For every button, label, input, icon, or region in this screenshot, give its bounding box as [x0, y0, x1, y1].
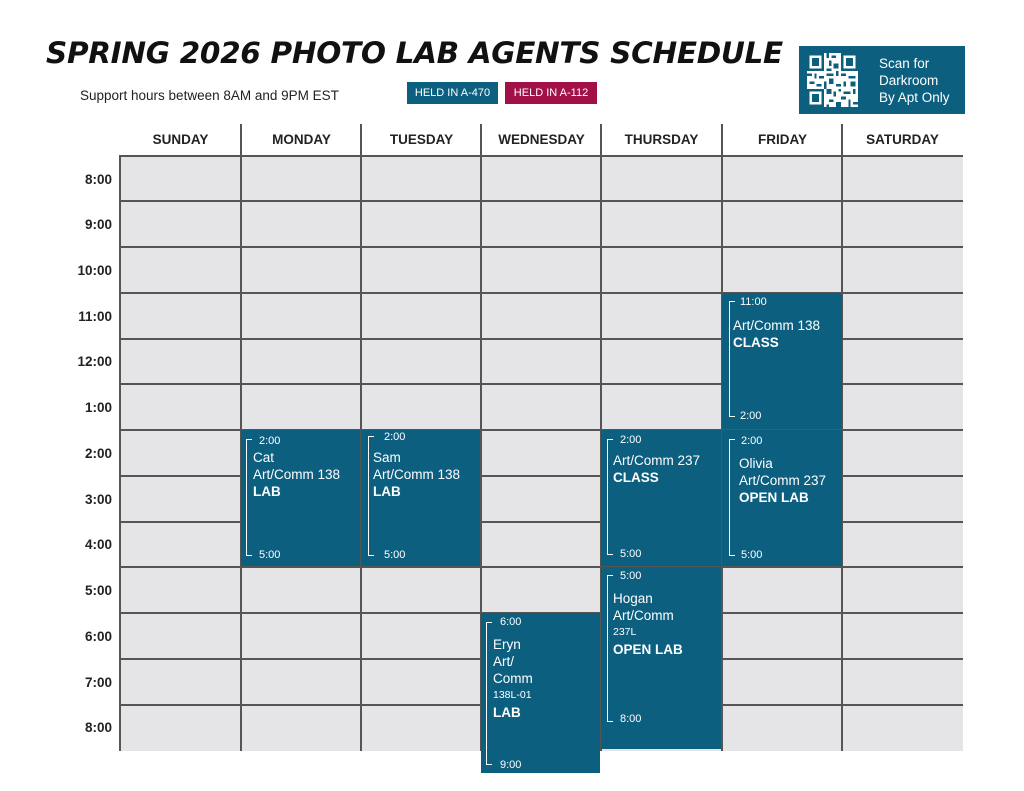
event-wednesday-lab[interactable]: 6:00 Eryn Art/ Comm 138L-01 LAB 9:00 — [481, 613, 600, 773]
event-end-time: 5:00 — [259, 549, 281, 561]
time-label: 4:00 — [84, 537, 112, 552]
event-details: Eryn Art/ Comm 138L-01 LAB — [493, 637, 533, 720]
time-bracket — [607, 439, 613, 555]
event-details: Sam Art/Comm 138 LAB — [373, 450, 461, 499]
event-monday-lab[interactable]: 2:00 Cat Art/Comm 138 LAB 5:00 — [241, 430, 360, 566]
event-end-time: 5:00 — [741, 549, 763, 561]
event-thursday-open-lab[interactable]: 5:00 Hogan Art/Comm 237L OPEN LAB 8:00 — [601, 567, 721, 749]
grid-top-line — [120, 155, 963, 157]
time-label: 1:00 — [84, 400, 112, 415]
day-header-sunday: SUNDAY — [152, 132, 209, 147]
event-details: Olivia Art/Comm 237 OPEN LAB — [739, 456, 827, 505]
time-label: 5:00 — [84, 583, 112, 598]
legend-badge-a112: HELD IN A-112 — [505, 82, 597, 104]
grid-left-line — [119, 155, 121, 751]
time-bracket — [729, 439, 735, 556]
time-bracket — [368, 436, 374, 556]
day-header-thursday: THURSDAY — [624, 132, 699, 147]
time-label: 2:00 — [84, 446, 112, 461]
time-bracket — [607, 575, 613, 722]
event-end-time: 8:00 — [620, 713, 642, 725]
grid-row-line — [120, 246, 963, 248]
time-label: 3:00 — [84, 492, 112, 507]
grid-row-line — [120, 429, 963, 431]
grid-row-line — [120, 383, 963, 385]
time-label: 7:00 — [84, 675, 112, 690]
grid-row-line — [120, 338, 963, 340]
qr-caption: Scan for Darkroom By Apt Only — [879, 56, 950, 105]
grid-row-line — [120, 521, 963, 523]
event-details: Art/Comm 138 CLASS — [733, 318, 821, 350]
event-details: Cat Art/Comm 138 LAB — [253, 450, 341, 499]
event-thursday-class[interactable]: 2:00 Art/Comm 237 CLASS 5:00 — [601, 430, 721, 566]
day-header-saturday: SATURDAY — [866, 132, 939, 147]
event-friday-open-lab[interactable]: 2:00 Olivia Art/Comm 237 OPEN LAB 5:00 — [722, 430, 842, 566]
grid-column-line — [841, 155, 843, 751]
time-bracket — [486, 622, 492, 765]
header-divider — [240, 124, 242, 155]
day-header-monday: MONDAY — [272, 132, 331, 147]
time-label: 9:00 — [84, 217, 112, 232]
event-start-time: 11:00 — [740, 296, 767, 308]
event-end-time: 9:00 — [500, 759, 522, 771]
event-start-time: 2:00 — [259, 435, 281, 447]
grid-row-line — [120, 292, 963, 294]
event-start-time: 2:00 — [741, 435, 763, 447]
time-label: 12:00 — [77, 354, 112, 369]
event-end-time: 5:00 — [620, 548, 642, 560]
page-title: SPRING 2026 PHOTO LAB AGENTS SCHEDULE — [46, 36, 783, 70]
event-end-time: 5:00 — [384, 549, 406, 561]
header-divider — [480, 124, 482, 155]
grid-row-line — [120, 200, 963, 202]
legend-badge-a470: HELD IN A-470 — [407, 82, 498, 104]
header-divider — [360, 124, 362, 155]
header-divider — [841, 124, 843, 155]
event-details: Art/Comm 237 CLASS — [613, 453, 701, 485]
event-start-time: 5:00 — [620, 570, 642, 582]
qr-panel[interactable]: Scan for Darkroom By Apt Only — [799, 46, 965, 114]
header-divider — [721, 124, 723, 155]
time-bracket — [246, 439, 252, 556]
grid-column-line — [480, 155, 482, 751]
day-header-friday: FRIDAY — [757, 132, 807, 147]
event-start-time: 2:00 — [620, 434, 642, 446]
time-label: 6:00 — [84, 629, 112, 644]
event-end-time: 2:00 — [740, 410, 762, 422]
day-header-wednesday: WEDNESDAY — [498, 132, 585, 147]
event-friday-class[interactable]: 11:00 Art/Comm 138 CLASS 2:00 — [722, 293, 842, 429]
grid-row-line — [120, 475, 963, 477]
grid-row-line — [120, 566, 963, 568]
event-tuesday-lab[interactable]: 2:00 Sam Art/Comm 138 LAB 5:00 — [361, 430, 480, 566]
time-label: 10:00 — [77, 263, 112, 278]
time-label: 11:00 — [78, 309, 112, 324]
event-start-time: 6:00 — [500, 616, 522, 628]
event-details: Hogan Art/Comm 237L OPEN LAB — [613, 591, 683, 657]
time-bracket — [729, 301, 735, 417]
day-header-tuesday: TUESDAY — [389, 132, 454, 147]
qr-code-icon[interactable] — [807, 53, 858, 107]
event-start-time: 2:00 — [384, 431, 406, 443]
time-label: 8:00 — [84, 720, 112, 735]
support-hours-text: Support hours between 8AM and 9PM EST — [80, 88, 339, 103]
header-divider — [600, 124, 602, 155]
time-label: 8:00 — [84, 172, 112, 187]
